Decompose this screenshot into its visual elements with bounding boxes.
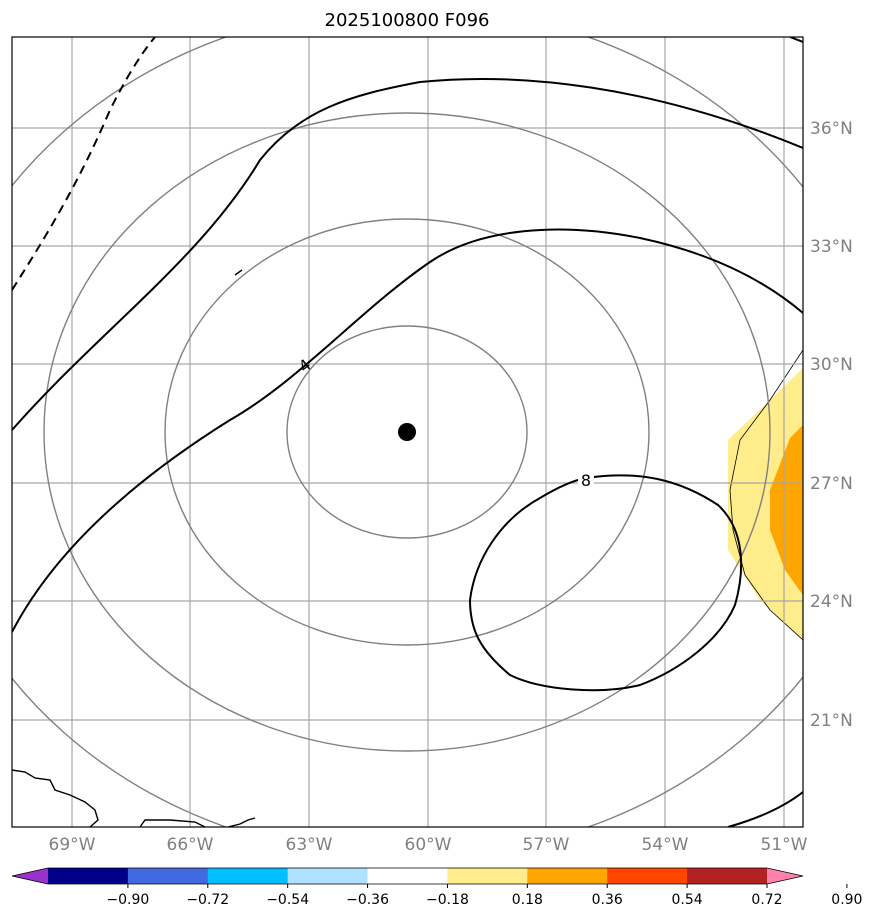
colorbar-segment (207, 868, 289, 884)
colorbar-segment (687, 868, 768, 884)
contour-lower-right (727, 791, 803, 827)
coastline-fragment (234, 269, 243, 276)
contour-label-8: 8 (581, 471, 591, 490)
colorbar-tick-label: −0.54 (266, 892, 309, 908)
lat-label-33n: 33°N (810, 237, 853, 257)
colorbar-segment (127, 868, 209, 884)
colorbar-extend-low (12, 868, 48, 884)
contour-label-8-bg (578, 471, 594, 487)
colorbar-tick-label: 0.18 (512, 892, 543, 908)
range-ring-2 (164, 218, 650, 646)
colorbar-tick-label: 0.54 (672, 892, 703, 908)
lat-label-27n: 27°N (810, 474, 853, 494)
colorbar-outline (11, 867, 804, 885)
colorbar-segment (287, 868, 369, 884)
colorbar-extend-high (767, 868, 803, 884)
lon-label-66w: 66°W (167, 835, 214, 855)
lon-label-60w: 60°W (405, 835, 452, 855)
lat-label-30n: 30°N (810, 355, 853, 375)
lat-label-36n: 36°N (810, 119, 853, 139)
colorbar-segment (48, 868, 129, 884)
colorbar-segment (527, 868, 608, 884)
contour-dashed (12, 37, 156, 291)
coastlines (12, 269, 256, 827)
figure-title: 2025100800 F096 (325, 10, 490, 31)
colorbar: −0.90 −0.72 −0.54 −0.36 −0.18 0.18 0.36 0.54 0.7… (11, 867, 862, 908)
colorbar-tick-label: 0.36 (592, 892, 623, 908)
contour-8 (468, 474, 743, 692)
colorbar-tick-label: −0.36 (346, 892, 389, 908)
lon-label-54w: 54°W (642, 835, 689, 855)
lon-label-63w: 63°W (286, 835, 333, 855)
contour-4 (12, 228, 803, 633)
colorbar-segment (367, 868, 448, 884)
map-border (11, 36, 804, 828)
coastline-hispaniola (12, 769, 99, 827)
range-ring-3 (43, 112, 771, 752)
colorbar-tick-label: −0.18 (426, 892, 469, 908)
colorbar-tick-label: −0.90 (106, 892, 149, 908)
contour-top-right (789, 37, 803, 43)
anomaly-edge (729, 349, 803, 641)
colorbar-segment (607, 868, 688, 884)
lon-label-51w: 51°W (761, 835, 808, 855)
colorbar-tick-label: −0.72 (186, 892, 229, 908)
lon-axis: 69°W 66°W 63°W 60°W 57°W 54°W 51°W (49, 835, 808, 855)
range-ring-1 (286, 325, 528, 539)
contour-upper (12, 77, 803, 431)
colorbar-tick-label: 0.72 (751, 892, 782, 908)
lat-label-24n: 24°N (810, 592, 853, 612)
coastline-islands (227, 817, 256, 827)
lat-axis: 36°N 33°N 30°N 27°N 24°N 21°N (810, 119, 853, 731)
anomaly-fill-dark (770, 425, 803, 595)
contours (12, 37, 803, 827)
lon-label-69w: 69°W (49, 835, 96, 855)
coastline-puerto-rico (139, 819, 206, 827)
storm-center-dot (398, 423, 416, 441)
lat-label-21n: 21°N (810, 711, 853, 731)
lon-label-57w: 57°W (523, 835, 570, 855)
colorbar-tick-label: 0.90 (831, 892, 862, 908)
colorbar-segment (447, 868, 528, 884)
